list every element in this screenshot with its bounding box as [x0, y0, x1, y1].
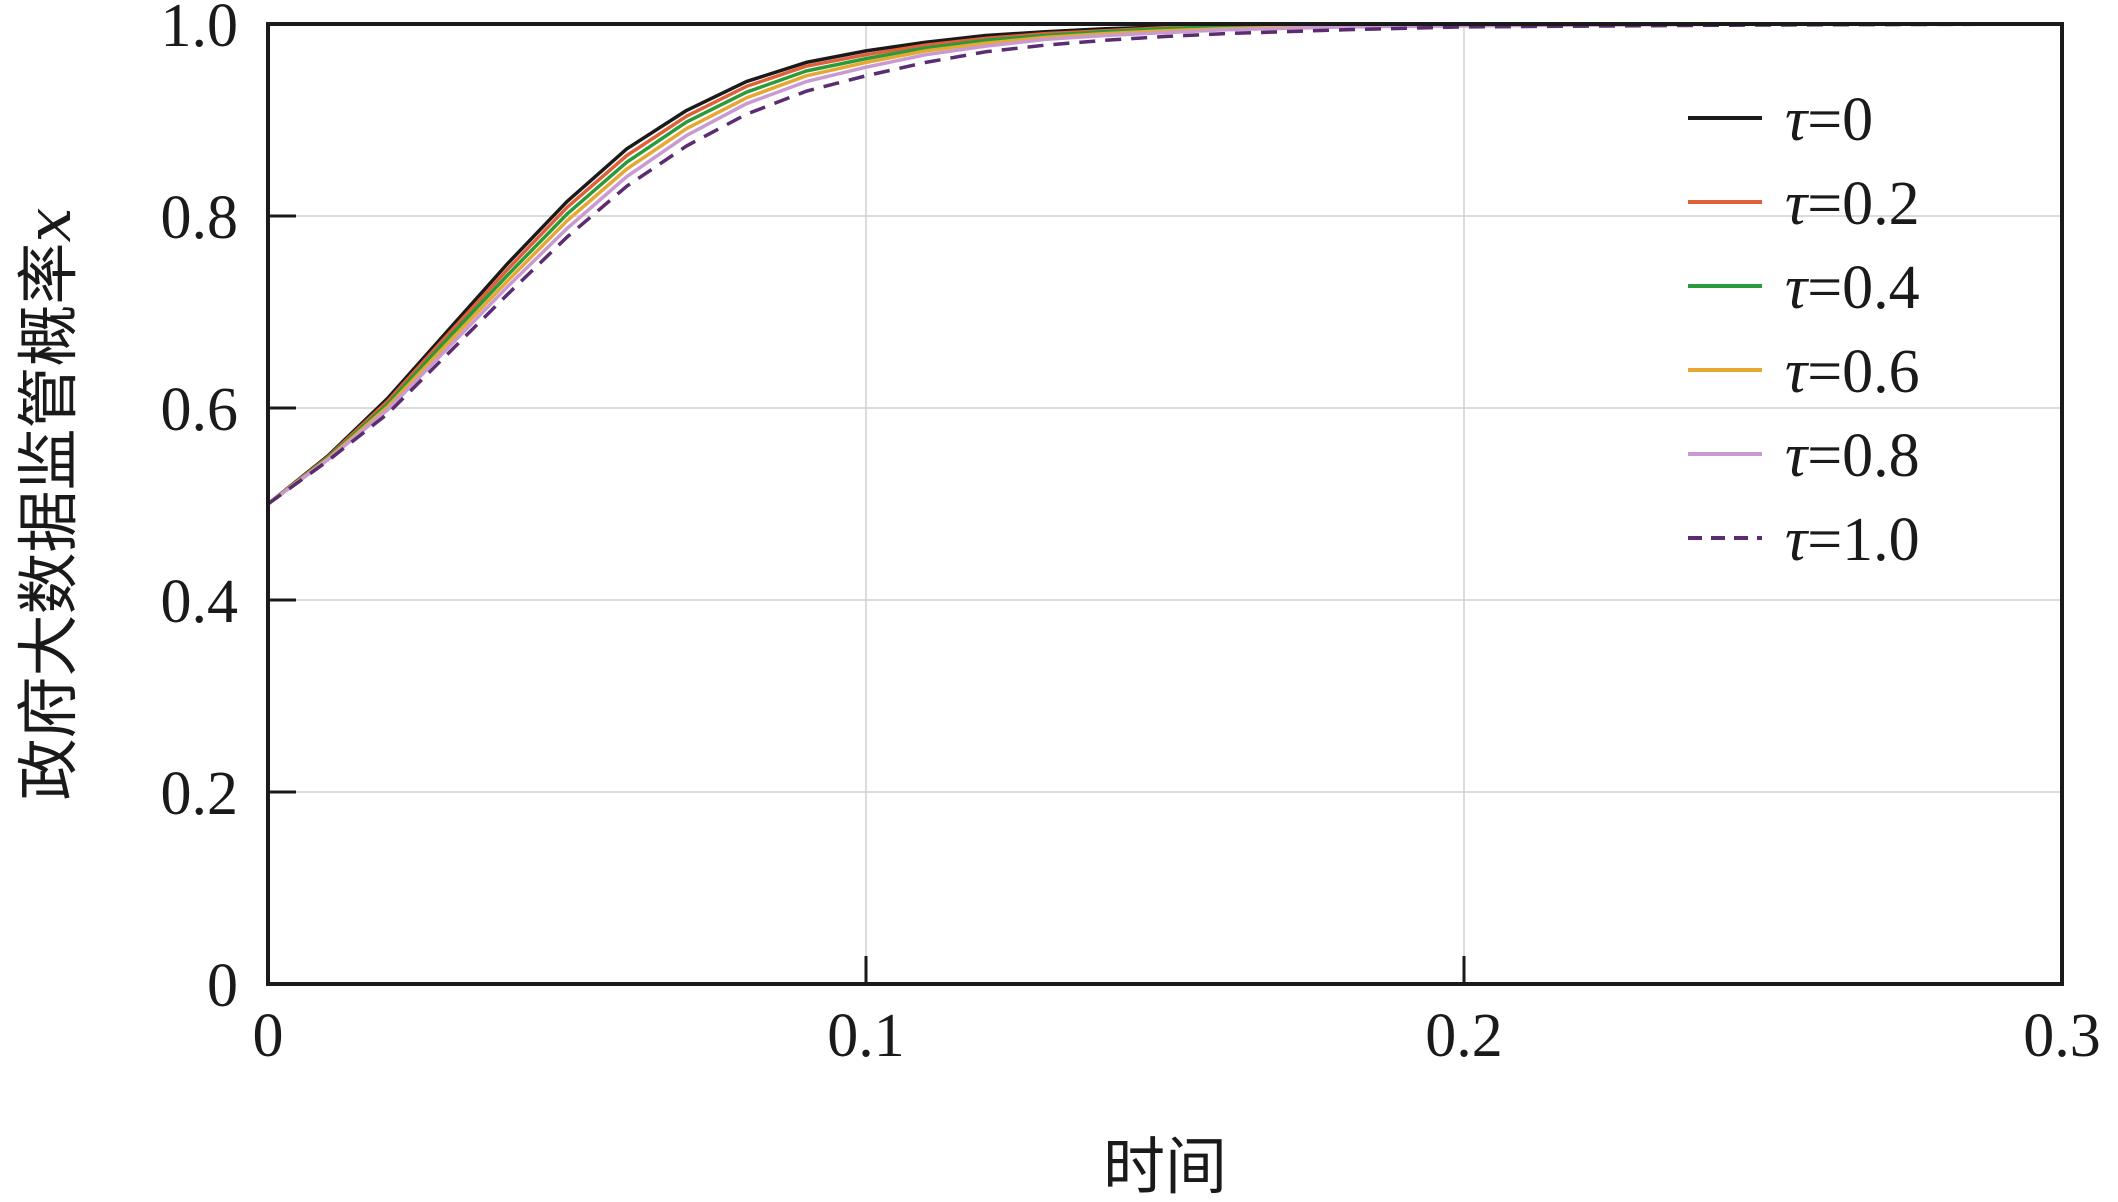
axis-ticks — [266, 22, 2064, 986]
y-tick-label: 1.0 — [161, 0, 239, 60]
y-axis-variable: x — [12, 207, 85, 242]
legend-label: τ=0.4 — [1785, 254, 1920, 322]
y-tick-label: 0.4 — [161, 568, 239, 636]
x-tick-label: 0.2 — [1425, 1002, 1503, 1070]
y-tick-label: 0.8 — [161, 184, 239, 252]
y-tick-label: 0.6 — [161, 376, 239, 444]
x-axis-title: 时间 — [1103, 1130, 1227, 1202]
plot-frame — [266, 22, 2064, 986]
y-axis-title: 政府大数据监管概率 — [12, 242, 85, 800]
svg-text:政府大数据监管概率x: 政府大数据监管概率x — [12, 207, 85, 800]
x-tick-label: 0.3 — [2023, 1002, 2101, 1070]
x-tick-label: 0.1 — [827, 1002, 905, 1070]
legend-label: τ=1.0 — [1785, 506, 1920, 574]
y-tick-label: 0 — [207, 952, 238, 1020]
legend: τ=0 τ=0.2 τ=0.4 τ=0.6 τ=0.8 τ=1.0 — [1688, 86, 1920, 574]
legend-label: τ=0.8 — [1785, 422, 1920, 490]
x-tick-label: 0 — [253, 1002, 284, 1070]
series-line-tau-0-8 — [266, 22, 2064, 506]
legend-label: τ=0.6 — [1785, 338, 1920, 406]
y-axis-title-group: 政府大数据监管概率x — [12, 207, 85, 800]
tick-labels: 0 0.2 0.4 0.6 0.8 1.0 0 0.1 0.2 0.3 — [161, 0, 2101, 1070]
y-tick-label: 0.2 — [161, 760, 239, 828]
series-lines — [266, 22, 2064, 506]
legend-label: τ=0 — [1785, 86, 1873, 154]
grid-lines — [268, 24, 2062, 984]
legend-label: τ=0.2 — [1785, 170, 1920, 238]
series-line-tau-1-0 — [266, 22, 2063, 506]
